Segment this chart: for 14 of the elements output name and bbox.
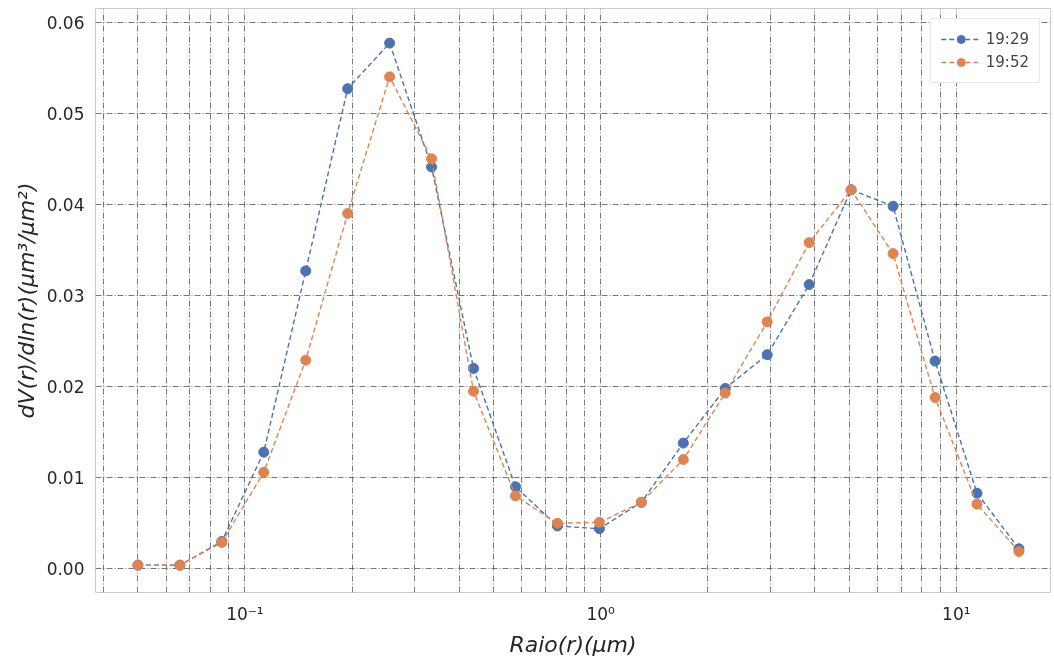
y-axis-title: dV(r)/dln(r)(μm³/μm²): [13, 182, 39, 419]
legend-label: 19:52: [985, 53, 1029, 71]
y-tick-label: 0.01: [46, 468, 85, 489]
y-tick-label: 0.04: [46, 194, 85, 215]
x-tick-label: 10⁰: [586, 603, 616, 624]
legend-label: 19:29: [985, 30, 1029, 48]
y-tick-label: 0.05: [46, 103, 85, 124]
y-tick-label: 0.03: [46, 285, 85, 306]
y-tick-label: 0.02: [46, 377, 85, 398]
y-tick-label: 0.00: [46, 559, 85, 580]
x-axis-title: Raio(r)(μm): [509, 631, 637, 657]
x-tick-label: 10¹: [942, 603, 971, 624]
y-tick-label: 0.06: [46, 12, 85, 33]
x-tick-label: 10⁻¹: [226, 603, 264, 624]
